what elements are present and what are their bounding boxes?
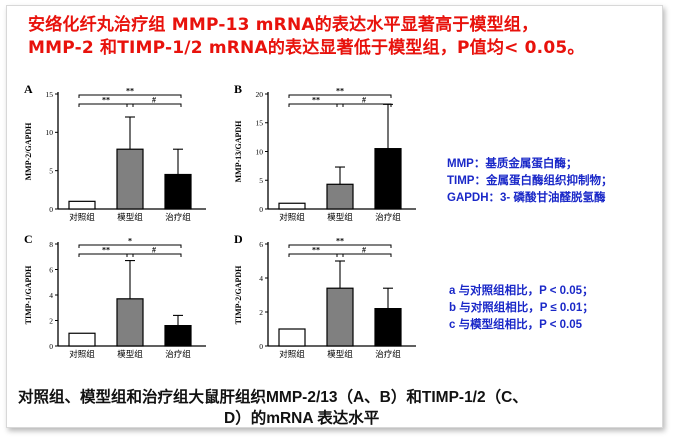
category-label: 模型组 xyxy=(117,349,143,360)
chart-panel-b: B MMP-13/GAPDH 0 5 10 15 20 对照组 模型组 治疗组 ** ** # xyxy=(234,82,416,223)
significance-label: # xyxy=(362,246,366,255)
y-tick-label: 20 xyxy=(256,90,264,99)
chart-panel-a: A MMP-2/GAPDH 0 5 10 15 对照组 模型组 治疗组 ** ** # xyxy=(24,82,206,223)
significance-bracket xyxy=(288,103,344,107)
significance-bracket xyxy=(288,244,392,248)
y-tick-label: 6 xyxy=(49,265,53,274)
headline-line-1: 安络化纤丸治疗组 MMP-13 mRNA的表达水平显著高于模型组， xyxy=(28,15,539,35)
bar xyxy=(164,173,192,210)
significance-bracket xyxy=(126,103,182,107)
y-tick-label: 15 xyxy=(256,119,264,128)
y-tick-label: 6 xyxy=(259,240,263,249)
category-label: 模型组 xyxy=(117,212,143,223)
bar xyxy=(68,200,96,210)
y-tick-label: 5 xyxy=(49,166,53,175)
panel-label: A xyxy=(24,82,33,96)
y-tick-label: 2 xyxy=(49,316,53,325)
abbreviation-mmp: MMP：基质金属蛋白酶； xyxy=(447,158,578,170)
y-axis-label: MMP-2/GAPDH xyxy=(24,122,33,181)
category-label: 对照组 xyxy=(69,349,95,360)
abbreviation-gapdh: GAPDH：3- 磷酸甘油醛脱氢酶 xyxy=(447,192,606,204)
y-tick-label: 4 xyxy=(49,291,53,300)
significance-note-a: a 与对照组相比，P < 0.05； xyxy=(449,285,594,297)
significance-label: # xyxy=(362,96,366,105)
panel-label: B xyxy=(234,82,242,96)
headline-line-2: MMP-2 和TIMP-1/2 mRNA的表达显著低于模型组，P值均< 0.05… xyxy=(28,38,585,58)
significance-bracket xyxy=(288,94,392,98)
significance-bracket xyxy=(78,253,134,257)
y-axis-label: MMP-13/GAPDH xyxy=(234,120,243,183)
y-tick-label: 2 xyxy=(259,308,263,317)
figure-caption-line-1: 对照组、模型组和治疗组大鼠肝组织MMP-2/13（A、B）和TIMP-1/2（C… xyxy=(18,389,528,406)
significance-label: # xyxy=(152,96,156,105)
panel-label: C xyxy=(24,232,33,246)
y-tick-label: 15 xyxy=(46,90,54,99)
category-label: 治疗组 xyxy=(165,212,191,223)
y-tick-label: 0 xyxy=(49,342,53,351)
bar xyxy=(326,287,354,347)
significance-bracket xyxy=(288,253,344,257)
figure-caption-line-2: D）的mRNA 表达水平 xyxy=(224,410,380,427)
bar xyxy=(278,328,306,347)
significance-note-c: c 与模型组相比，P < 0.05 xyxy=(449,319,583,331)
category-label: 对照组 xyxy=(279,349,305,360)
bar xyxy=(116,148,144,210)
significance-note-b: b 与对照组相比，P ≤ 0.01； xyxy=(449,302,594,314)
y-axis-label: TIMP-1/GAPDH xyxy=(24,265,33,324)
significance-label: # xyxy=(152,246,156,255)
significance-bracket xyxy=(336,103,392,107)
significance-bracket xyxy=(78,244,182,248)
significance-label: ** xyxy=(102,96,110,105)
significance-label: ** xyxy=(312,246,320,255)
significance-label: ** xyxy=(336,237,344,246)
category-label: 治疗组 xyxy=(165,349,191,360)
y-tick-label: 0 xyxy=(259,342,263,351)
y-tick-label: 10 xyxy=(46,128,54,137)
significance-bracket xyxy=(336,253,392,257)
category-label: 治疗组 xyxy=(375,212,401,223)
y-tick-label: 10 xyxy=(256,147,264,156)
category-label: 模型组 xyxy=(327,212,353,223)
significance-label: ** xyxy=(126,87,134,96)
bar xyxy=(374,307,402,347)
bar xyxy=(374,148,402,210)
abbreviation-timp: TIMP：金属蛋白酶组织抑制物； xyxy=(447,175,613,187)
slide-frame xyxy=(6,5,663,428)
significance-label: ** xyxy=(102,246,110,255)
category-label: 对照组 xyxy=(69,212,95,223)
bar xyxy=(164,324,192,347)
category-label: 治疗组 xyxy=(375,349,401,360)
significance-bracket xyxy=(78,103,134,107)
chart-panel-d: D TIMP-2/GAPDH 0 2 4 6 对照组 模型组 治疗组 ** ** # xyxy=(234,232,416,360)
y-tick-label: 0 xyxy=(49,205,53,214)
significance-label: ** xyxy=(336,87,344,96)
bar xyxy=(116,298,144,347)
significance-bracket xyxy=(126,253,182,257)
category-label: 对照组 xyxy=(279,212,305,223)
bar xyxy=(68,332,96,347)
significance-label: ** xyxy=(312,96,320,105)
category-label: 模型组 xyxy=(327,349,353,360)
panel-label: D xyxy=(234,232,243,246)
y-tick-label: 5 xyxy=(259,176,263,185)
bar xyxy=(278,202,306,210)
significance-bracket xyxy=(78,94,182,98)
bar xyxy=(326,183,354,210)
y-tick-label: 0 xyxy=(259,205,263,214)
y-tick-label: 4 xyxy=(259,274,263,283)
y-tick-label: 8 xyxy=(49,240,53,249)
y-axis-label: TIMP-2/GAPDH xyxy=(234,265,243,324)
significance-label: * xyxy=(128,237,132,246)
